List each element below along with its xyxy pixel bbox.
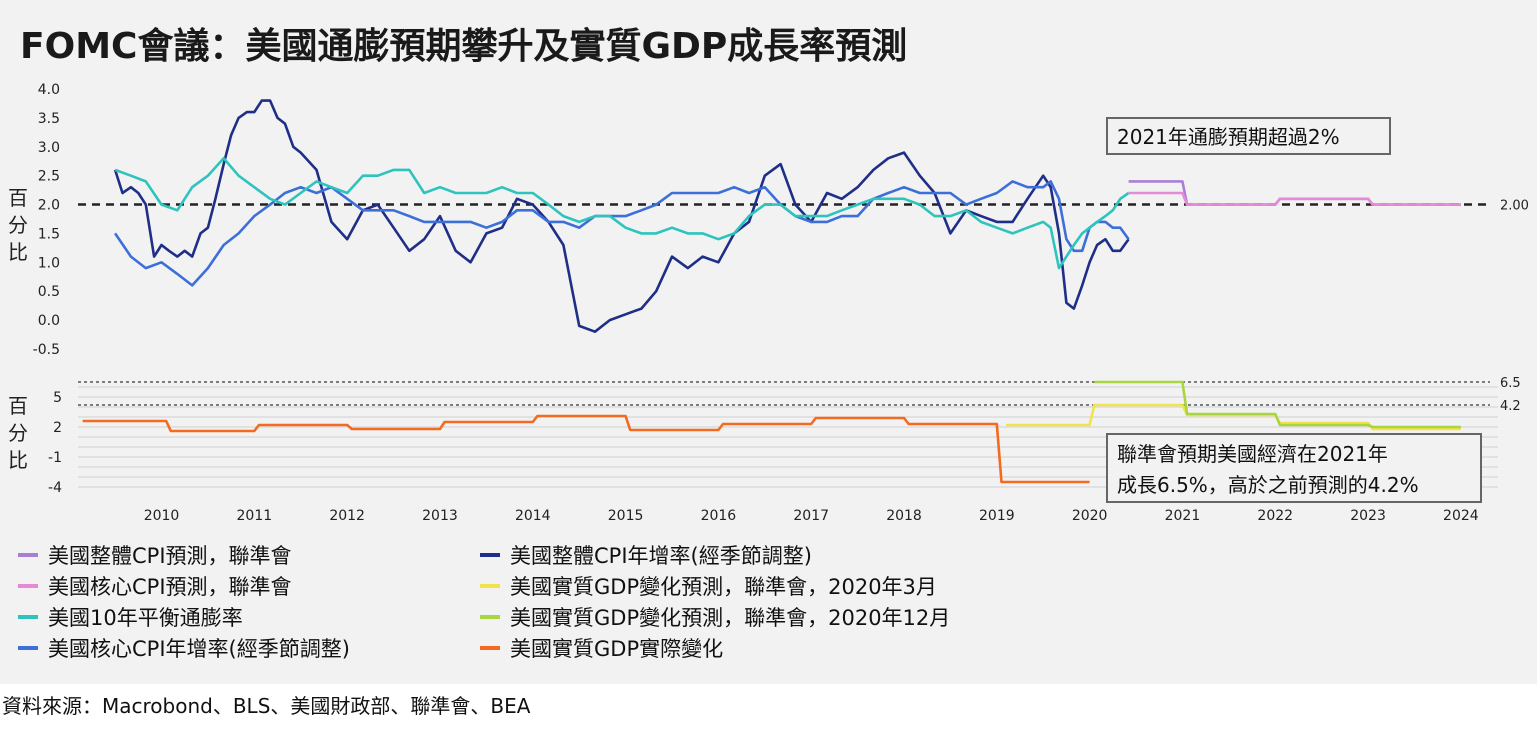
lower-ylabel: 百分比 — [8, 394, 28, 472]
x-tick-label: 2017 — [793, 508, 829, 524]
upper-ytick-label: 3.0 — [38, 140, 60, 156]
x-tick-label: 2022 — [1257, 508, 1293, 524]
lower-ytick-label: -1 — [48, 450, 62, 466]
upper-ytick-label: 4.0 — [38, 82, 60, 98]
series-core-cpi — [114, 180, 1130, 287]
x-tick-label: 2015 — [608, 508, 644, 524]
upper-ytick-label: 3.5 — [38, 111, 60, 127]
x-tick-label: 2021 — [1165, 508, 1201, 524]
upper-ytick-label: 2.0 — [38, 198, 60, 214]
series-gdp-actual — [82, 414, 1090, 484]
x-tick-label: 2019 — [979, 508, 1015, 524]
upper-ytick-label: 1.0 — [38, 255, 60, 271]
legend-label: 美國核心CPI年增率(經季節調整) — [48, 637, 350, 661]
chart-title: FOMC會議：美國通膨預期攀升及實質GDP成長率預測 — [20, 25, 907, 67]
legend-label: 美國實質GDP變化預測，聯準會，2020年3月 — [510, 575, 937, 599]
legend-label: 美國實質GDP變化預測，聯準會，2020年12月 — [510, 606, 950, 630]
lower-ytick-label: 5 — [53, 390, 62, 406]
upper-ytick-label: 0.5 — [38, 284, 60, 300]
x-axis: 2010 2011 2012 2013 2014 2015 2016 2017 2018 2019… — [144, 508, 1479, 524]
upper-ytick-label: 0.0 — [38, 313, 60, 329]
inflation-annotation: 2021年通膨預期超過2% — [1106, 117, 1391, 155]
legend-label: 美國實質GDP實際變化 — [510, 637, 723, 661]
lower-ytick-label: -4 — [48, 480, 62, 496]
series-breakeven — [114, 157, 1130, 270]
inflation-panel: 4.0 3.5 3.0 2.5 2.0 1.5 1.0 0.5 0.0 -0.5 2.00 — [33, 82, 1529, 358]
x-tick-label: 2011 — [237, 508, 273, 524]
gdp-annotation-line2: 成長6.5%，高於之前預測的4.2% — [1117, 473, 1419, 497]
gdp-annotation-line1: 聯準會預期美國經濟在2021年 — [1117, 442, 1388, 466]
lower-ytick-label: 2 — [53, 420, 62, 436]
x-tick-label: 2020 — [1072, 508, 1108, 524]
upper-ylabel: 百分比 — [8, 186, 28, 264]
gdp-annotation: 聯準會預期美國經濟在2021年 成長6.5%，高於之前預測的4.2% — [1106, 433, 1482, 503]
legend-label: 美國整體CPI年增率(經季節調整) — [510, 544, 812, 568]
x-tick-label: 2010 — [144, 508, 180, 524]
upper-ytick-label: 2.5 — [38, 169, 60, 185]
gdp-reference-label: 6.5 — [1500, 376, 1521, 391]
legend-label: 美國核心CPI預測，聯準會 — [48, 575, 292, 599]
x-tick-label: 2024 — [1443, 508, 1479, 524]
series-gdp-dec2020 — [1094, 380, 1461, 429]
x-tick-label: 2014 — [515, 508, 551, 524]
source-note: 資料來源：Macrobond、BLS、美國財政部、聯準會、BEA — [2, 694, 531, 718]
series-headline-cpi — [113, 99, 1130, 334]
x-tick-label: 2018 — [886, 508, 922, 524]
reference-label-2: 2.00 — [1500, 199, 1529, 214]
inflation-annotation-text: 2021年通膨預期超過2% — [1117, 125, 1340, 149]
legend: 美國整體CPI預測，聯準會美國核心CPI預測，聯準會美國10年平衡通膨率美國核心… — [18, 544, 950, 661]
x-tick-label: 2016 — [701, 508, 737, 524]
x-tick-label: 2012 — [329, 508, 365, 524]
legend-label: 美國10年平衡通膨率 — [48, 606, 243, 630]
legend-label: 美國整體CPI預測，聯準會 — [48, 544, 292, 568]
series-core-forecast — [1128, 191, 1461, 206]
upper-ytick-label: -0.5 — [33, 342, 60, 358]
x-tick-label: 2023 — [1350, 508, 1386, 524]
upper-ytick-label: 1.5 — [38, 226, 60, 242]
gdp-reference-label: 4.2 — [1500, 399, 1521, 414]
x-tick-label: 2013 — [422, 508, 458, 524]
